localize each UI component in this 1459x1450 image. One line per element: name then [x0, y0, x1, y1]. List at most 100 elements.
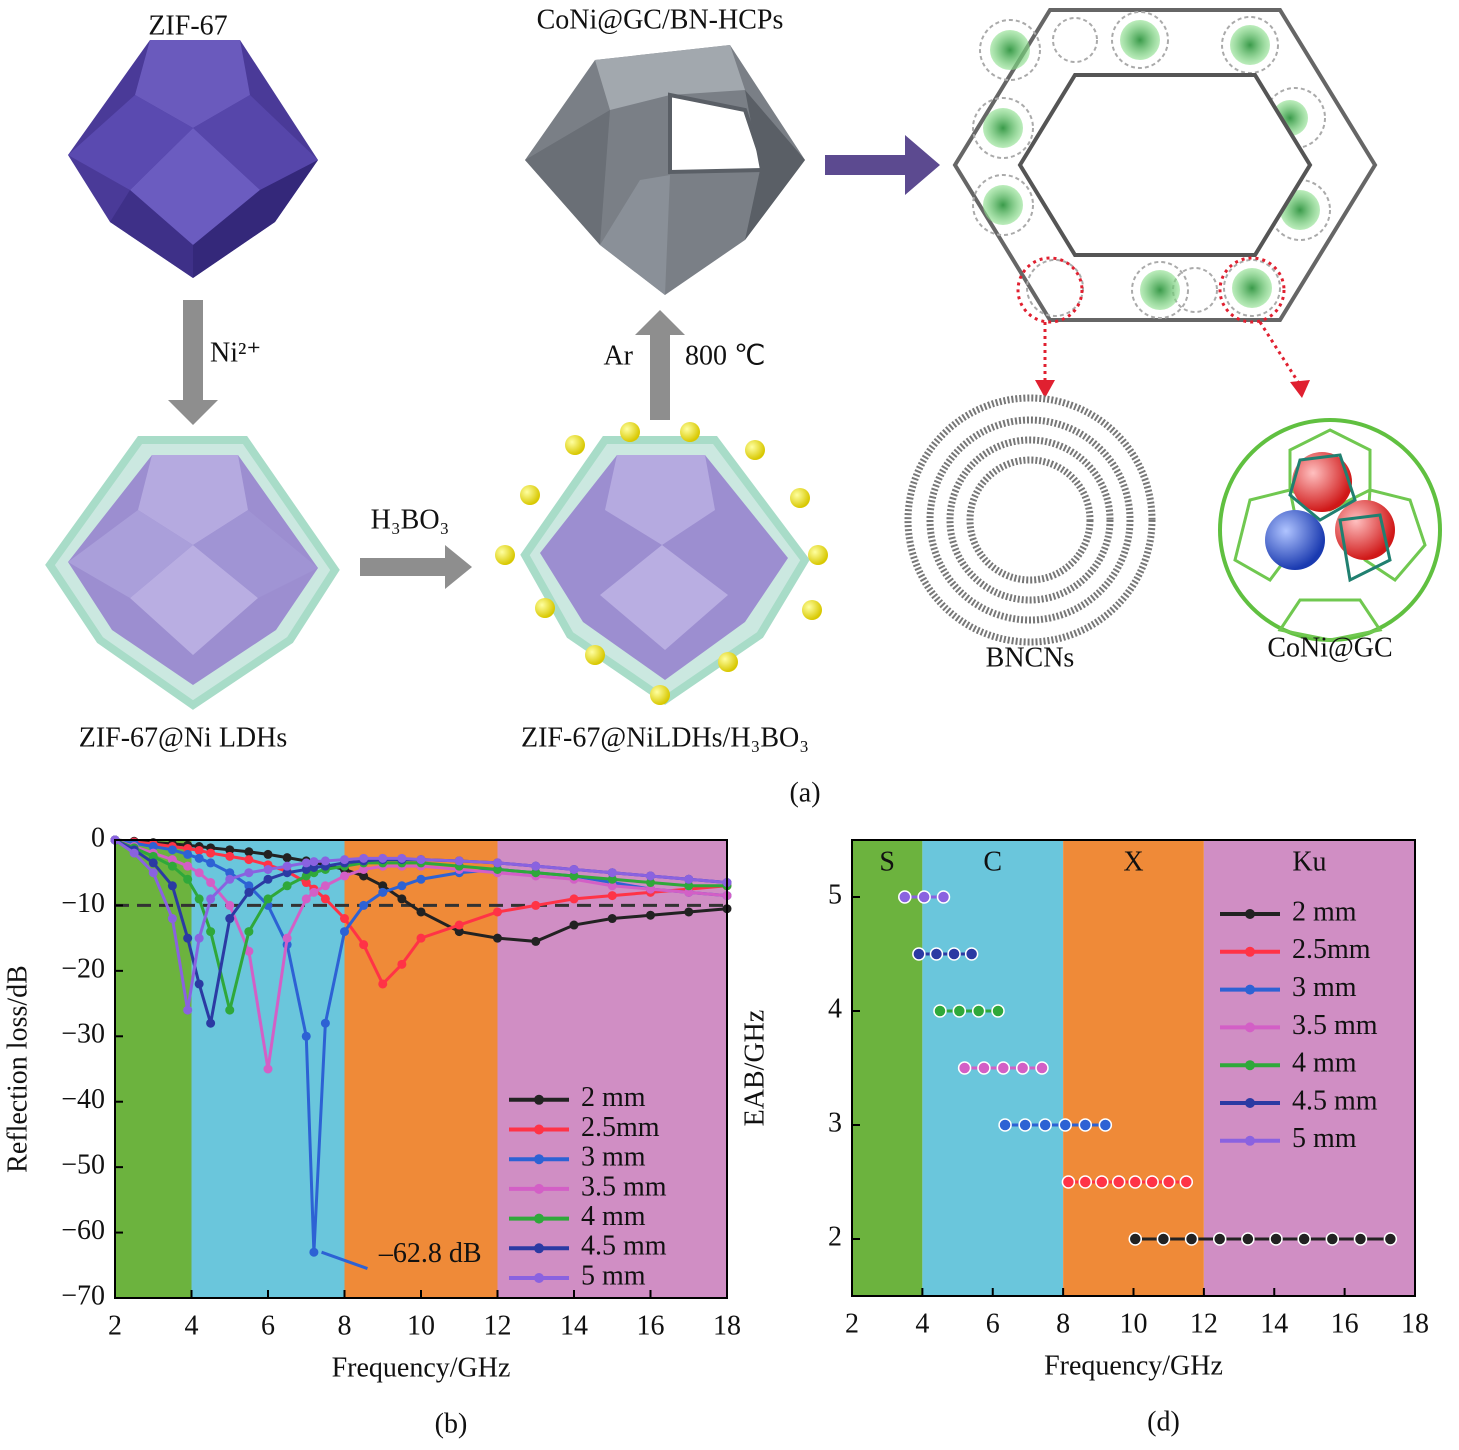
point: [359, 871, 369, 881]
point: [309, 1247, 319, 1257]
x-tick-label: 14: [560, 1310, 588, 1341]
x-tick-label: 16: [1331, 1308, 1359, 1339]
legend-marker: [1245, 1022, 1255, 1033]
point: [301, 1031, 311, 1041]
point: [977, 1061, 991, 1075]
point: [206, 1018, 216, 1028]
point: [1015, 1061, 1030, 1075]
y-tick-label: 4: [828, 993, 842, 1024]
label: CoNi@GC: [1267, 632, 1392, 663]
point: [244, 868, 254, 878]
legend-label: 4 mm: [1292, 1048, 1357, 1079]
point: [320, 856, 330, 866]
panel-label: (d): [1147, 1406, 1180, 1437]
point: [194, 868, 204, 878]
point: [148, 842, 158, 852]
point: [912, 947, 926, 961]
label: H₃BO₃: [371, 504, 450, 535]
point: [1018, 1118, 1032, 1132]
point: [206, 848, 216, 858]
point: [646, 878, 655, 888]
frequency-band: [852, 840, 923, 1296]
point: [952, 1004, 967, 1018]
point: [957, 1061, 972, 1075]
point: [340, 914, 349, 924]
point: [194, 979, 204, 989]
point: [1098, 1118, 1113, 1132]
point: [397, 881, 407, 891]
arrow: [360, 545, 472, 589]
legend-marker: [1245, 984, 1255, 995]
point: [378, 853, 388, 863]
point: [263, 894, 273, 904]
x-tick-label: 4: [915, 1308, 929, 1339]
legend-marker: [534, 1124, 544, 1135]
point: [684, 881, 694, 891]
legend-label: 3 mm: [581, 1142, 646, 1173]
panel-label: (b): [435, 1408, 468, 1439]
legend-label: 4 mm: [581, 1201, 646, 1232]
point: [194, 845, 204, 855]
x-tick-label: 18: [713, 1310, 741, 1341]
point: [1241, 1232, 1255, 1246]
point: [148, 868, 158, 878]
point: [1058, 1118, 1072, 1132]
legend-marker: [534, 1213, 544, 1224]
legend-marker: [534, 1243, 544, 1254]
point: [225, 845, 235, 855]
label: ZIF-67@NiLDHs/H₃BO₃: [521, 722, 809, 753]
x-tick-label: 16: [637, 1310, 665, 1341]
point: [320, 894, 330, 904]
point: [244, 881, 254, 891]
bncn-rings: [904, 394, 1156, 646]
x-tick-label: 12: [1190, 1308, 1218, 1339]
legend-label: 3.5 mm: [1292, 1010, 1378, 1041]
point: [684, 874, 694, 884]
point: [454, 856, 464, 866]
y-tick-label: 0: [91, 822, 105, 853]
annotation: –62.8 dB: [378, 1238, 482, 1269]
y-axis-title: EAB/GHz: [739, 1010, 770, 1127]
point: [947, 947, 961, 961]
point: [991, 1004, 1005, 1018]
x-tick-label: 8: [1056, 1308, 1070, 1339]
point: [194, 853, 204, 863]
point: [244, 887, 254, 897]
point: [397, 894, 407, 904]
band-label: C: [983, 846, 1002, 877]
point: [206, 927, 216, 937]
point: [531, 861, 541, 871]
point: [301, 864, 311, 874]
point: [244, 847, 254, 857]
point: [225, 874, 235, 884]
point: [416, 855, 426, 865]
point: [898, 890, 912, 904]
legend-label: 2.5mm: [1292, 934, 1371, 965]
point: [607, 868, 617, 878]
point: [320, 1018, 330, 1028]
point: [416, 874, 426, 884]
label: ZIF-67: [148, 10, 227, 41]
panel-label: (a): [789, 777, 820, 808]
point: [569, 894, 579, 904]
point: [1035, 1061, 1049, 1075]
point: [359, 864, 369, 874]
frequency-band: [115, 840, 192, 1298]
label: BNCNs: [986, 642, 1075, 673]
point: [225, 1005, 235, 1015]
point: [1038, 1118, 1052, 1132]
point: [1353, 1232, 1368, 1246]
arrow: [168, 300, 218, 425]
hexagon-structure: [952, 8, 1378, 398]
point: [206, 858, 216, 868]
y-tick-label: 3: [828, 1107, 842, 1138]
point: [183, 1005, 193, 1015]
label: CoNi@GC/BN-HCPs: [537, 4, 784, 35]
point: [183, 874, 193, 884]
point: [167, 914, 177, 924]
point: [454, 927, 464, 937]
point: [646, 910, 655, 920]
point: [531, 900, 541, 910]
point: [1325, 1232, 1340, 1246]
point: [1161, 1175, 1176, 1189]
